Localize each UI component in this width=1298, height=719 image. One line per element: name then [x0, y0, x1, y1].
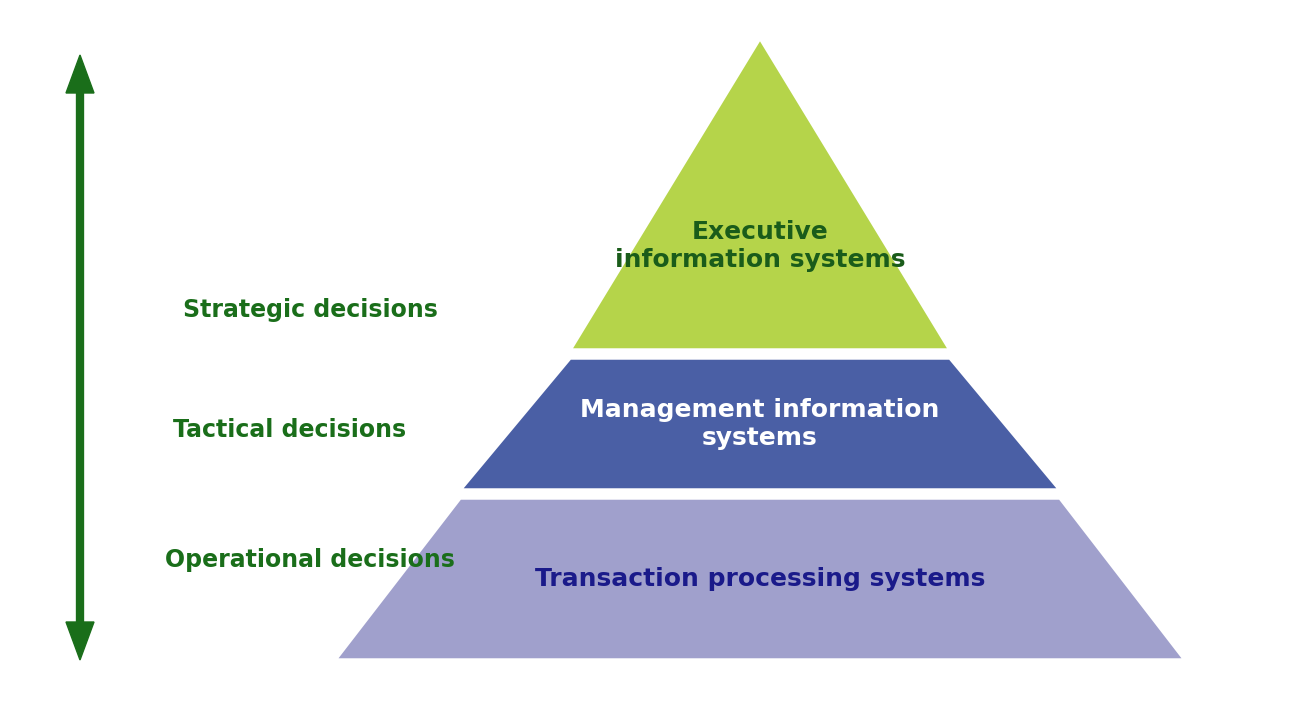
Text: Management information
systems: Management information systems: [580, 398, 940, 450]
Text: Strategic decisions: Strategic decisions: [183, 298, 437, 322]
Polygon shape: [66, 622, 93, 660]
Text: Operational decisions: Operational decisions: [165, 548, 454, 572]
Text: Transaction processing systems: Transaction processing systems: [535, 567, 985, 591]
Text: Executive
information systems: Executive information systems: [615, 220, 905, 272]
Polygon shape: [335, 498, 1185, 660]
Polygon shape: [66, 55, 93, 93]
Polygon shape: [459, 358, 1060, 490]
Polygon shape: [570, 38, 950, 350]
Text: Tactical decisions: Tactical decisions: [174, 418, 406, 442]
